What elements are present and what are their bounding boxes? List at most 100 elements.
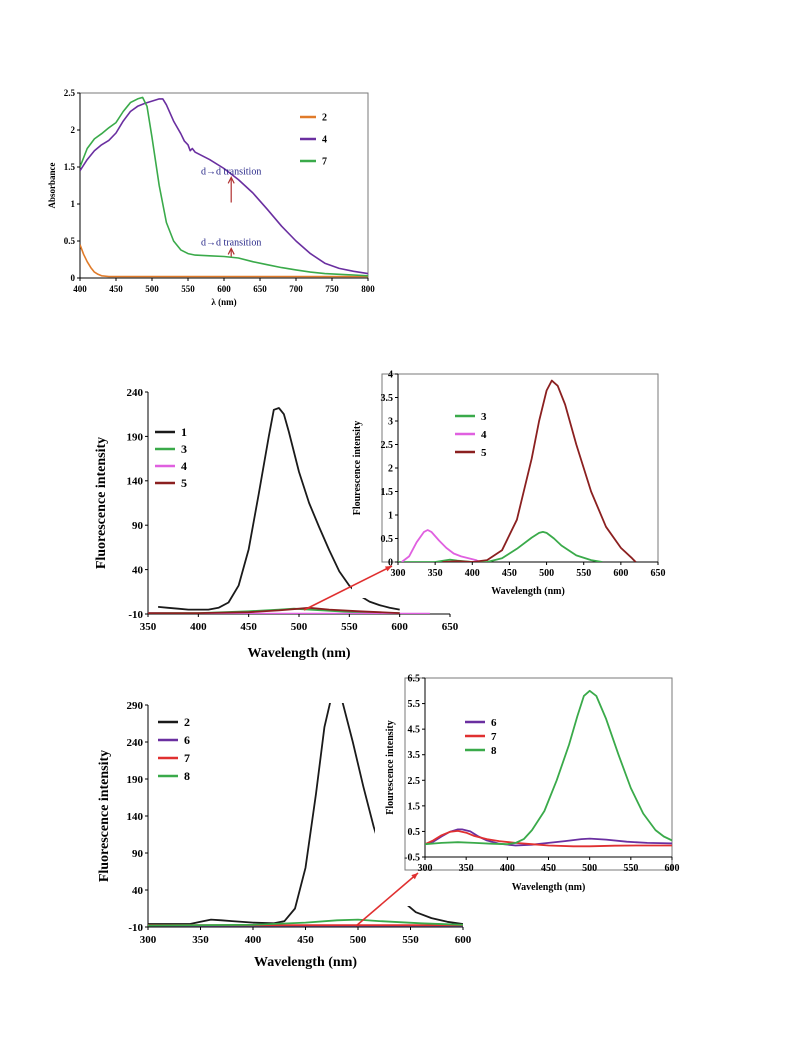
zoom-arrow-top-head [385, 566, 392, 572]
series-line-7 [80, 96, 368, 277]
x-tick-label: 500 [291, 621, 308, 633]
x-tick-label: 400 [190, 621, 207, 633]
annotation-arrowhead [227, 176, 235, 184]
x-tick-label: 650 [253, 284, 267, 294]
fluorescence-chart-bottom: 300 350 400 450 500 550 600 -10 40 90 140 190 240 290… [97, 700, 472, 970]
x-tick-label: 350 [459, 863, 474, 874]
x-tick-label: 300 [140, 934, 157, 946]
x-tick-label: 350 [192, 934, 209, 946]
x-axis-label: Wavelength (nm) [512, 882, 586, 893]
x-tick-label: 600 [665, 863, 680, 874]
legend-label-3: 3 [481, 411, 487, 423]
y-tick-label: 0 [71, 273, 76, 283]
x-tick-label: 450 [502, 568, 517, 579]
y-tick-label: 40 [132, 885, 144, 897]
series-line-5 [148, 606, 400, 614]
x-axis-label: Wavelength (nm) [254, 955, 357, 970]
x-tick-label: 400 [245, 934, 262, 946]
x-tick-label: 600 [455, 934, 472, 946]
y-tick-label: 2 [388, 464, 393, 475]
legend-label-1: 1 [181, 425, 187, 439]
absorbance-chart: 400 450 500 550 600 650 700 750 800 0 0.5 1 1.5 2 2.5 λ… [47, 88, 375, 307]
y-tick-label: 3 [388, 417, 393, 428]
x-tick-label: 450 [109, 284, 123, 294]
y-tick-label: -10 [128, 609, 143, 621]
y-tick-label: 2 [71, 125, 76, 135]
legend-label-8: 8 [491, 745, 497, 757]
zoom-arrow-top [303, 565, 393, 611]
x-tick-label: 400 [465, 568, 480, 579]
y-tick-label: 140 [127, 811, 144, 823]
x-tick-label: 700 [289, 284, 303, 294]
series-line-3 [398, 531, 603, 562]
series-line-2 [80, 244, 368, 278]
x-tick-label: 750 [325, 284, 339, 294]
zoom-arrows [303, 565, 419, 927]
legend-label-4: 4 [481, 429, 487, 441]
y-axis-label: Flourescence intensity [352, 421, 363, 516]
inset-background [352, 370, 672, 598]
x-tick-label: 350 [140, 621, 157, 633]
y-tick-label: 5.5 [408, 699, 421, 710]
y-tick-label: 190 [127, 774, 144, 786]
y-tick-label: 2.5 [408, 776, 421, 787]
x-tick-label: 500 [145, 284, 159, 294]
x-tick-label: 550 [181, 284, 195, 294]
y-tick-label: 3.5 [381, 393, 394, 404]
legend-label-6: 6 [491, 717, 497, 729]
y-tick-label: -10 [128, 922, 143, 934]
legend-label-8: 8 [184, 769, 190, 783]
y-tick-label: 290 [127, 700, 144, 712]
series-line-5 [442, 379, 637, 562]
x-axis-label: Wavelength (nm) [491, 586, 565, 597]
legend-label-5: 5 [181, 476, 187, 490]
y-tick-label: 190 [127, 431, 144, 443]
y-axis-label: Absorbance [47, 162, 57, 208]
x-tick-label: 450 [541, 863, 556, 874]
y-tick-label: 0 [388, 558, 393, 569]
x-axis-label: Wavelength (nm) [247, 646, 350, 661]
x-tick-label: 550 [402, 934, 419, 946]
x-tick-label: 800 [361, 284, 375, 294]
x-tick-label: 550 [623, 863, 638, 874]
x-tick-label: 500 [582, 863, 597, 874]
y-tick-label: 3.5 [408, 750, 421, 761]
y-tick-label: 40 [132, 564, 144, 576]
y-tick-label: 4 [388, 370, 393, 381]
y-tick-label: 140 [127, 476, 144, 488]
legend-label-4: 4 [181, 459, 187, 473]
x-tick-label: 450 [297, 934, 314, 946]
fluorescence-inset-top: 300 350 400 450 500 550 600 650 0 0.5 1 1.5 2 2.5 3 3.5… [352, 370, 672, 598]
x-axis-label: λ (nm) [211, 297, 236, 307]
legend-label-7: 7 [491, 731, 497, 743]
x-tick-label: 450 [240, 621, 257, 633]
series-line-4 [80, 98, 368, 275]
x-tick-label: 650 [442, 621, 459, 633]
y-tick-label: 90 [132, 520, 144, 532]
x-tick-label: 500 [350, 934, 367, 946]
y-axis-label: Fluorescence intensity [97, 750, 112, 882]
legend-label-5: 5 [481, 447, 487, 459]
fluorescence-chart-top: 350 400 450 500 550 600 650-104090140190240Wav… [94, 387, 459, 661]
legend-label-2: 2 [322, 113, 327, 124]
fluorescence-inset-bottom: 300 350 400 450 500 550 600 -0.5 0.5 1.5 2.5 3.5 4.5… [375, 674, 686, 906]
y-tick-label: 90 [132, 848, 144, 860]
y-tick-label: -0.5 [404, 853, 420, 864]
series-line-8 [425, 689, 672, 846]
y-tick-label: 240 [127, 387, 144, 399]
x-tick-label: 300 [391, 568, 406, 579]
y-tick-label: 1.5 [64, 162, 76, 172]
plot-frame [404, 677, 673, 871]
x-tick-label: 550 [341, 621, 358, 633]
zoom-arrow-bottom-head [411, 873, 418, 880]
x-tick-label: 650 [651, 568, 666, 579]
legend-label-3: 3 [181, 442, 187, 456]
x-tick-label: 550 [576, 568, 591, 579]
y-tick-label: 4.5 [408, 725, 421, 736]
annotation-text: d→d transition [201, 237, 261, 248]
x-tick-label: 400 [73, 284, 87, 294]
x-tick-label: 300 [418, 863, 433, 874]
y-tick-label: 1 [388, 511, 393, 522]
y-tick-label: 0.5 [408, 827, 421, 838]
y-tick-label: 1.5 [381, 487, 394, 498]
